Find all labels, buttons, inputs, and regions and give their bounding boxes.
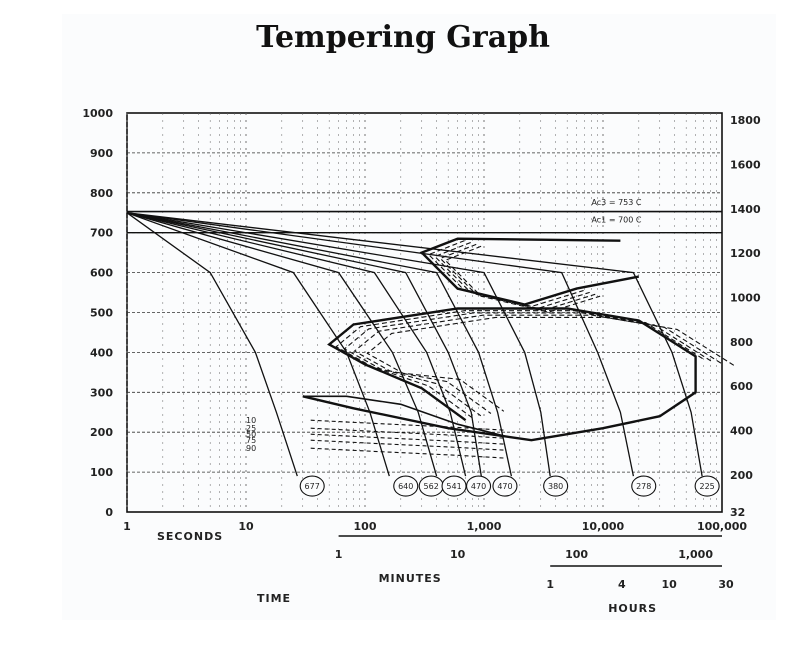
x-tick-label: 100,000 xyxy=(697,520,747,533)
hardness-label: 677 xyxy=(305,482,320,491)
martensite-label: 75 xyxy=(246,436,256,445)
y-tick-label-left: 900 xyxy=(90,147,113,160)
y-tick-label-right: 1600 xyxy=(730,158,761,171)
minutes-tick-label: 100 xyxy=(565,548,588,561)
martensite-label: 10 xyxy=(246,416,256,425)
hardness-marker xyxy=(299,475,325,497)
transformation-progress-upper xyxy=(439,243,596,311)
x-tick-label: 100 xyxy=(354,520,377,533)
y-tick-label-left: 100 xyxy=(90,466,113,479)
hours-tick-label: 4 xyxy=(618,578,626,591)
y-tick-label-left: 0 xyxy=(105,506,113,519)
x-tick-label: 10,000 xyxy=(582,520,625,533)
cooling-curve xyxy=(126,212,635,477)
hours-axis-label: HOURS xyxy=(608,602,657,615)
y-tick-label-left: 200 xyxy=(90,426,113,439)
transformation-progress-upper xyxy=(427,240,584,307)
hardness-label: 225 xyxy=(699,482,714,491)
y-tick-label-right: 600 xyxy=(730,380,753,393)
hardness-label: 380 xyxy=(548,482,563,491)
martensite-label: 50 xyxy=(246,430,256,439)
y-tick-label-left: 300 xyxy=(90,386,113,399)
transformation-progress-lower xyxy=(366,316,735,412)
martensite-line xyxy=(310,447,506,459)
hardness-marker xyxy=(466,475,492,497)
hardness-marker xyxy=(543,475,569,497)
hardness-marker xyxy=(694,475,720,497)
y-tick-label-left: 600 xyxy=(90,267,113,280)
martensite-line xyxy=(310,419,506,431)
y-tick-label-right: 1000 xyxy=(730,291,761,304)
cooling-curve xyxy=(126,212,298,477)
minutes-axis-label: MINUTES xyxy=(379,572,442,585)
chart-title: Tempering Graph xyxy=(256,20,550,55)
martensite-line xyxy=(310,427,506,439)
minutes-tick-label: 1 xyxy=(335,548,343,561)
y-tick-label-left: 1000 xyxy=(82,107,113,120)
hours-tick-label: 1 xyxy=(546,578,554,591)
x-tick-label: 10 xyxy=(238,520,254,533)
y-tick-label-right: 1200 xyxy=(730,247,761,260)
ac1-label: Ac1 = 700 C xyxy=(591,216,641,225)
x-tick-label: 1,000 xyxy=(467,520,502,533)
y-tick-label-right: 1800 xyxy=(730,114,761,127)
y-tick-label-right: 800 xyxy=(730,336,753,349)
hardness-label: 470 xyxy=(497,482,512,491)
hardness-marker xyxy=(631,475,657,497)
y-tick-label-left: 700 xyxy=(90,227,113,240)
hardness-label: 470 xyxy=(471,482,486,491)
transformation-start-lower xyxy=(302,307,697,442)
minutes-tick-label: 10 xyxy=(450,548,466,561)
martensite-label: 90 xyxy=(246,444,256,453)
transformation-progress-upper xyxy=(444,245,601,313)
y-tick-label-right: 400 xyxy=(730,424,753,437)
y-tick-label-right: 1400 xyxy=(730,203,761,216)
cooling-curve xyxy=(126,212,551,477)
x-tick-label: 1 xyxy=(123,520,131,533)
y-tick-label-right: 200 xyxy=(730,469,753,482)
martensite-label: 25 xyxy=(246,424,256,433)
cooling-curve xyxy=(126,212,482,477)
hours-tick-label: 30 xyxy=(718,578,734,591)
cooling-curve xyxy=(126,212,390,477)
transformation-start-upper xyxy=(419,237,640,306)
martensite-line xyxy=(310,439,506,451)
y-tick-label-left: 400 xyxy=(90,346,113,359)
hardness-label: 562 xyxy=(424,482,439,491)
chart-panel: Ac3 = 753 C Ac1 = 700 C 1000 900 800 700 600 50… xyxy=(62,14,776,620)
hardness-label: 278 xyxy=(636,482,651,491)
y-tick-label-right: 32 xyxy=(730,506,745,519)
transformation-progress-lower xyxy=(335,310,703,419)
time-axis-label: TIME xyxy=(257,592,291,605)
transformation-progress-upper xyxy=(433,241,590,309)
hardness-marker xyxy=(393,475,419,497)
hours-tick-label: 10 xyxy=(662,578,678,591)
ac3-label: Ac3 = 753 C xyxy=(591,198,641,207)
y-tick-label-left: 800 xyxy=(90,187,113,200)
transformation-progress-lower xyxy=(343,312,712,417)
hardness-label: 541 xyxy=(446,482,461,491)
y-tick-label-left: 500 xyxy=(90,307,113,320)
seconds-axis-label: SECONDS xyxy=(157,530,223,543)
hardness-marker xyxy=(492,475,518,497)
cooling-curve xyxy=(126,212,513,477)
hardness-label: 640 xyxy=(398,482,413,491)
martensite-line xyxy=(310,433,506,445)
minutes-tick-label: 1,000 xyxy=(678,548,713,561)
cooling-curve xyxy=(126,212,467,477)
